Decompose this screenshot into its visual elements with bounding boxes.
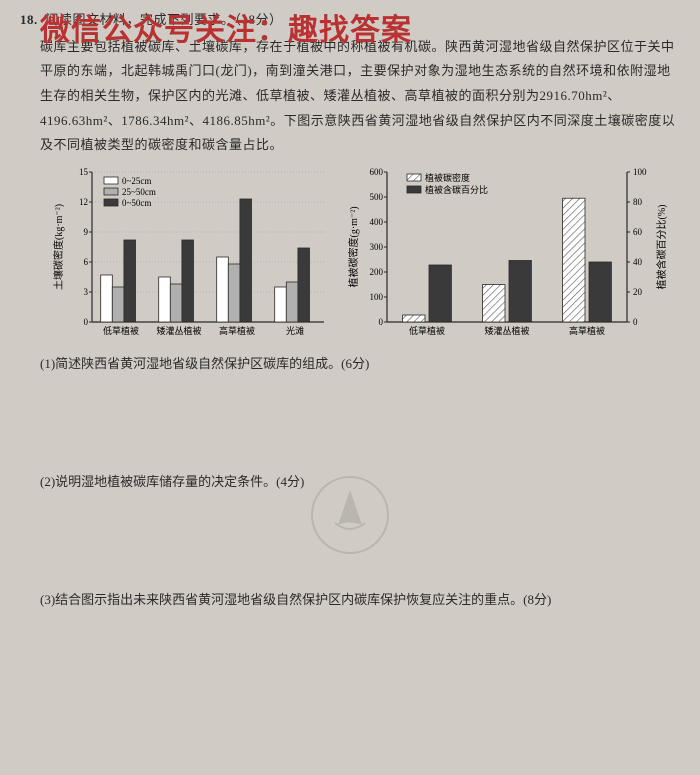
vegetation-carbon-chart: 0 100 200 300 400 500 600 0 20 40 60 80 100 植被碳密度(g·m… [345,164,675,344]
svg-text:植被碳密度: 植被碳密度 [425,172,470,183]
svg-text:20: 20 [633,287,643,297]
svg-text:植被含碳百分比: 植被含碳百分比 [425,184,488,195]
svg-text:600: 600 [370,167,384,177]
svg-text:3: 3 [84,287,89,297]
question-number: 18. [20,12,38,27]
svg-text:高草植被: 高草植被 [569,325,605,336]
sub-question-3: (3)结合图示指出未来陕西省黄河湿地省级自然保护区内碳库保护恢复应关注的重点。(… [20,588,680,613]
svg-text:200: 200 [370,267,384,277]
svg-text:低草植被: 低草植被 [103,325,139,336]
svg-text:60: 60 [633,227,643,237]
answer-space-1 [20,377,680,462]
svg-text:矮灌丛植被: 矮灌丛植被 [484,325,529,336]
svg-text:15: 15 [79,167,89,177]
svg-text:12: 12 [79,197,88,207]
sub-question-1: (1)简述陕西省黄河湿地省级自然保护区碳库的组成。(6分) [20,352,680,377]
svg-text:植被碳密度(g·m⁻²): 植被碳密度(g·m⁻²) [347,207,360,288]
svg-text:土壤碳密度(kg·m⁻²): 土壤碳密度(kg·m⁻²) [52,204,65,290]
svg-text:光滩: 光滩 [286,325,304,336]
svg-text:500: 500 [370,192,384,202]
svg-text:6: 6 [84,257,89,267]
answer-space-2 [20,495,680,580]
svg-text:400: 400 [370,217,384,227]
svg-text:植被含碳百分比(%): 植被含碳百分比(%) [655,205,668,290]
svg-text:40: 40 [633,257,643,267]
soil-carbon-chart: 0 3 6 9 12 15 土壤碳密度(kg·m⁻²) 低草植被 矮灌丛植被 高草植被 光滩 0~25… [50,164,330,344]
svg-text:0: 0 [84,317,89,327]
svg-text:0~25cm: 0~25cm [122,176,151,186]
charts-row: 0 3 6 9 12 15 土壤碳密度(kg·m⁻²) 低草植被 矮灌丛植被 高草植被 光滩 0~25… [50,164,680,344]
svg-text:100: 100 [633,167,647,177]
svg-text:100: 100 [370,292,384,302]
svg-text:高草植被: 高草植被 [219,325,255,336]
svg-text:80: 80 [633,197,643,207]
svg-text:300: 300 [370,242,384,252]
svg-text:25~50cm: 25~50cm [122,187,156,197]
svg-text:低草植被: 低草植被 [409,325,445,336]
svg-text:0: 0 [379,317,384,327]
svg-text:矮灌丛植被: 矮灌丛植被 [156,325,201,336]
svg-text:0~50cm: 0~50cm [122,198,151,208]
svg-text:9: 9 [84,227,89,237]
sub-question-2: (2)说明湿地植被碳库储存量的决定条件。(4分) [20,470,680,495]
svg-text:0: 0 [633,317,638,327]
watermark-text: 微信公众号关注：趣找答案 [40,2,412,59]
